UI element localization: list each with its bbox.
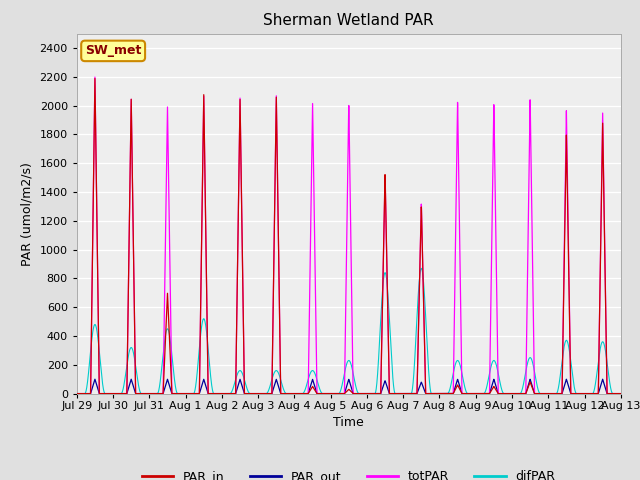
X-axis label: Time: Time bbox=[333, 416, 364, 429]
Text: SW_met: SW_met bbox=[85, 44, 141, 58]
Title: Sherman Wetland PAR: Sherman Wetland PAR bbox=[264, 13, 434, 28]
Legend: PAR_in, PAR_out, totPAR, difPAR: PAR_in, PAR_out, totPAR, difPAR bbox=[137, 465, 561, 480]
Y-axis label: PAR (umol/m2/s): PAR (umol/m2/s) bbox=[21, 162, 34, 265]
